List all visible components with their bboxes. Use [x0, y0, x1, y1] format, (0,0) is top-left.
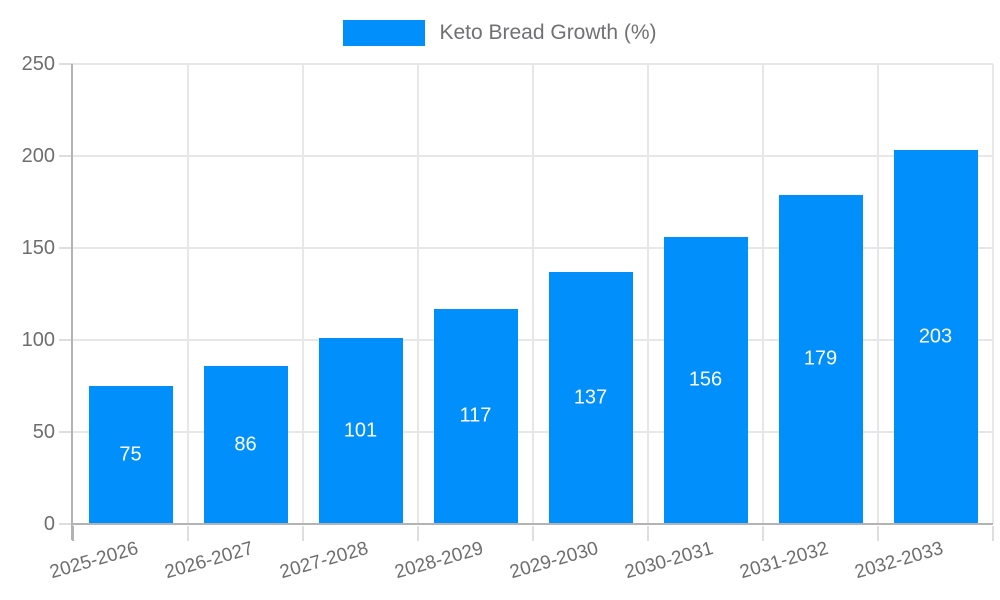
- bar-value-label: 179: [803, 347, 838, 370]
- gridline-vertical: [762, 64, 764, 524]
- x-axis-label: 2028-2029: [392, 538, 486, 584]
- bar[interactable]: 137: [548, 271, 633, 524]
- gridline-vertical: [647, 64, 649, 524]
- legend: Keto Bread Growth (%): [0, 20, 1000, 46]
- bar[interactable]: 86: [203, 365, 288, 524]
- x-axis-tick: [992, 526, 994, 541]
- x-axis-line: [73, 523, 993, 525]
- y-axis-label: 0: [43, 513, 55, 535]
- x-axis-label: 2026-2027: [162, 538, 256, 584]
- gridline-vertical: [877, 64, 879, 524]
- bar[interactable]: 117: [433, 308, 518, 524]
- y-axis-label: 50: [32, 421, 55, 443]
- bar-value-label: 137: [573, 386, 608, 409]
- y-axis-tick: [59, 247, 73, 249]
- bar[interactable]: 101: [318, 338, 403, 524]
- legend-label: Keto Bread Growth (%): [439, 21, 657, 44]
- x-axis-tick: [532, 526, 534, 541]
- x-axis-tick: [72, 526, 74, 541]
- x-axis-label: 2027-2028: [277, 538, 371, 584]
- bar-value-label: 117: [459, 404, 492, 427]
- x-axis-label: 2030-2031: [622, 538, 716, 584]
- gridline-vertical: [417, 64, 419, 524]
- y-axis-tick: [59, 339, 73, 341]
- bar-value-label: 75: [119, 443, 142, 466]
- bar-value-label: 101: [343, 419, 378, 442]
- x-axis-label: 2031-2032: [737, 538, 831, 584]
- gridline-vertical: [532, 64, 534, 524]
- y-axis-tick: [59, 523, 73, 525]
- plot-area: 75 86 101 117 137 156 179 203: [73, 63, 994, 524]
- y-axis-label: 100: [21, 329, 55, 351]
- y-axis-label: 150: [21, 237, 55, 259]
- x-axis-tick: [762, 526, 764, 541]
- bar[interactable]: 203: [893, 150, 978, 524]
- y-axis-line: [71, 64, 73, 540]
- legend-item[interactable]: Keto Bread Growth (%): [343, 20, 657, 46]
- gridline-vertical: [187, 64, 189, 524]
- x-axis-label: 2029-2030: [507, 538, 601, 584]
- x-axis-tick: [302, 526, 304, 541]
- y-axis-label: 250: [21, 53, 55, 75]
- y-axis-tick: [59, 155, 73, 157]
- bar[interactable]: 179: [778, 194, 863, 524]
- bar-value-label: 86: [234, 433, 257, 456]
- x-axis-tick: [187, 526, 189, 541]
- x-axis-tick: [417, 526, 419, 541]
- x-axis-label: 2025-2026: [47, 538, 141, 584]
- gridline-vertical: [992, 64, 994, 524]
- x-axis-tick: [877, 526, 879, 541]
- bar[interactable]: 75: [88, 386, 173, 524]
- y-axis-tick: [59, 63, 73, 65]
- x-axis-label: 2032-2033: [852, 538, 946, 584]
- x-axis-tick: [647, 526, 649, 541]
- gridline-vertical: [302, 64, 304, 524]
- bar-value-label: 156: [688, 368, 723, 391]
- legend-swatch-icon: [343, 20, 426, 46]
- bar[interactable]: 156: [663, 236, 748, 524]
- y-axis-label: 200: [21, 145, 55, 167]
- bar-value-label: 203: [918, 325, 953, 348]
- y-axis-tick: [59, 431, 73, 433]
